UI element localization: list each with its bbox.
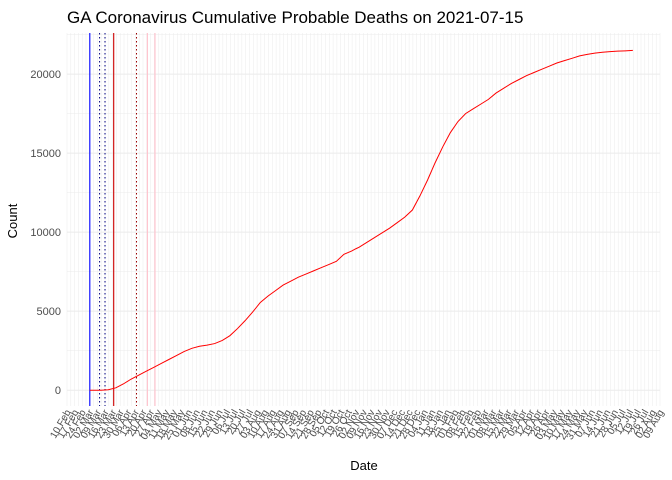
reference-lines: [89, 33, 156, 406]
series: [89, 49, 633, 391]
y-tick-label: 5000: [37, 306, 61, 318]
y-tick-label: 20000: [30, 69, 61, 81]
y-axis-title: Count: [5, 203, 20, 238]
x-axis-title: Date: [350, 458, 377, 473]
chart-title: GA Coronavirus Cumulative Probable Death…: [67, 8, 523, 27]
series-line: [89, 49, 633, 391]
y-tick-label: 10000: [30, 227, 61, 239]
grid: [66, 33, 661, 406]
y-tick-label: 0: [55, 385, 61, 397]
y-axis-ticks: 0 5000 10000 15000 20000: [30, 69, 61, 397]
y-tick-label: 15000: [30, 148, 61, 160]
